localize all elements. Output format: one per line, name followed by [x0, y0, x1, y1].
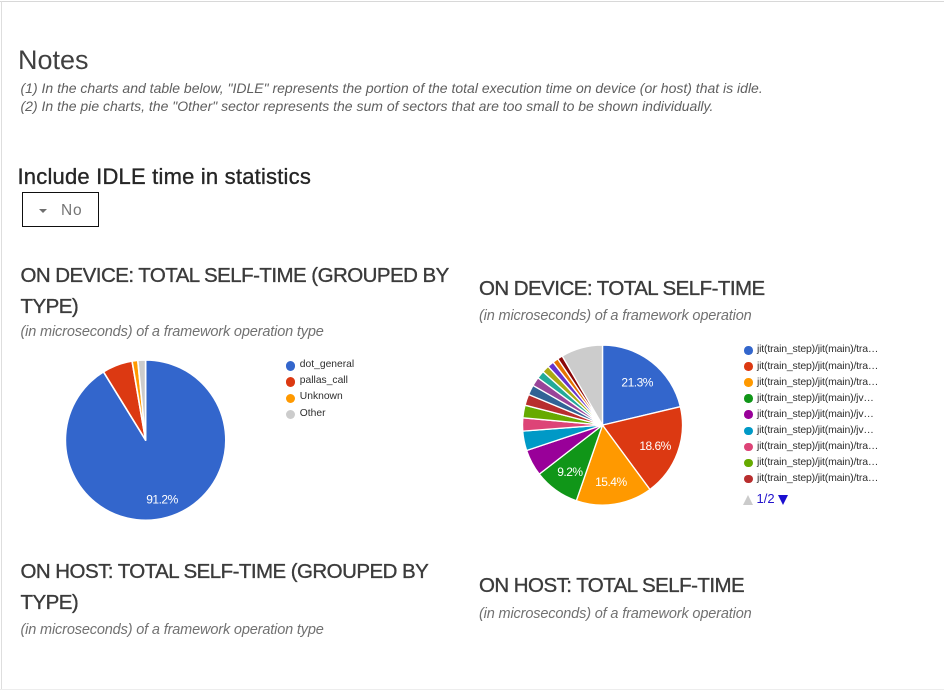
- svg-text:15.4%: 15.4%: [595, 475, 627, 489]
- svg-text:91.2%: 91.2%: [146, 492, 178, 506]
- svg-text:18.6%: 18.6%: [639, 439, 671, 453]
- svg-text:21.3%: 21.3%: [621, 376, 653, 390]
- svg-text:9.2%: 9.2%: [557, 465, 583, 479]
